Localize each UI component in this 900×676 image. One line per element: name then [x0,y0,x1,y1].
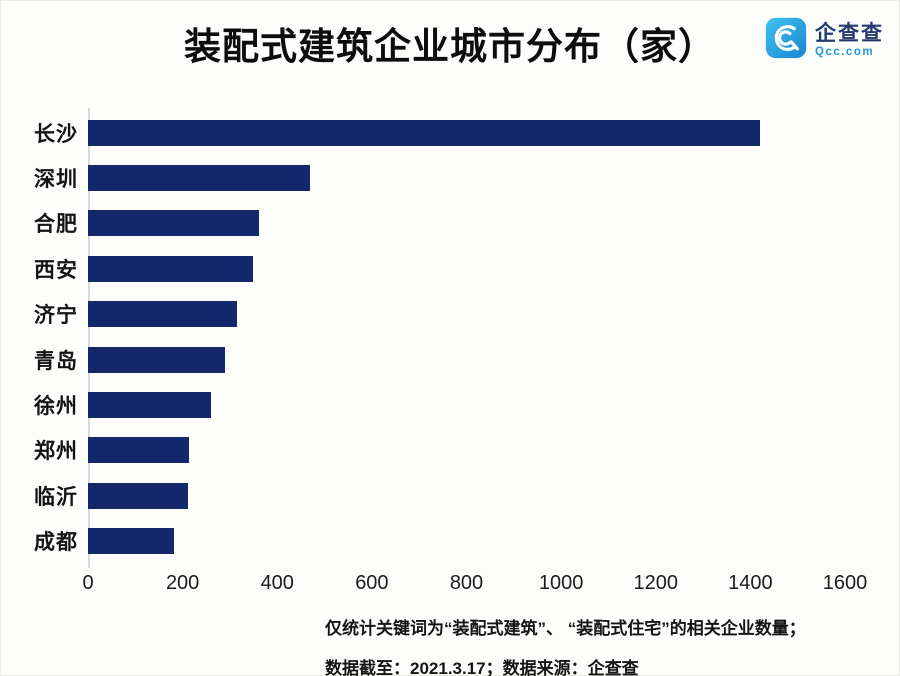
x-tick-label: 1400 [728,571,773,594]
bar [88,528,174,555]
x-tick-label: 600 [355,571,389,594]
bar-track [88,255,845,282]
x-tick-label: 1000 [538,571,584,594]
category-label: 郑州 [34,440,78,464]
bar [88,346,226,373]
bar [88,210,260,237]
bar-track [88,392,845,419]
bar-row: 成都 [0,519,900,564]
bar-row: 长沙 [0,110,900,155]
category-label: 合肥 [34,213,78,237]
category-label: 深圳 [34,168,78,192]
bar-track [88,301,845,328]
qcc-logo: 企查查 Qcc.com [765,17,884,64]
x-tick-label: 800 [449,571,484,594]
plot-area: 长沙深圳合肥西安济宁青岛徐州郑州临沂成都 [0,108,900,568]
footnote-line2: 数据截至：2021.3.17；数据来源：企查查 [325,658,639,676]
bar-track [88,482,845,509]
footnote-line1: 仅统计关键词为“装配式建筑”、 “装配式住宅”的相关企业数量； [325,618,806,638]
x-tick-label: 1600 [822,571,868,594]
category-label: 济宁 [34,304,78,328]
qcc-logo-icon [765,17,807,64]
category-label: 成都 [34,531,78,555]
qcc-logo-text: 企查查 Qcc.com [815,22,884,59]
category-label: 徐州 [34,395,78,419]
bar-row: 徐州 [0,382,900,427]
bar [88,482,188,509]
x-tick-label: 0 [82,571,94,594]
chart-header: 装配式建筑企业城市分布（家） [0,0,900,82]
bar [88,119,760,146]
logo-brand-name: 企查查 [815,22,884,46]
y-axis-line [88,108,90,568]
chart-title: 装配式建筑企业城市分布（家） [184,26,716,67]
bar-row: 合肥 [0,201,900,246]
x-tick-label: 400 [260,571,294,594]
x-tick-label: 200 [165,571,200,594]
bar-row: 深圳 [0,155,900,200]
bar [88,301,238,328]
footnote: 仅统计关键词为“装配式建筑”、 “装配式住宅”的相关企业数量； 数据截至：202… [325,614,900,676]
logo-domain: Qcc.com [815,46,875,59]
bar-row: 青岛 [0,337,900,382]
category-label: 临沂 [34,485,78,509]
bar-row: 郑州 [0,428,900,473]
bar-track [88,165,845,192]
x-tick-label: 1200 [633,571,679,594]
bar [88,437,189,464]
category-label: 长沙 [34,122,78,146]
x-axis: 0 200 400 600 800 1000 1200 1400 1600 [82,571,867,598]
bar [88,165,310,192]
category-label: 西安 [34,258,78,282]
category-label: 青岛 [34,349,78,373]
bar-row: 临沂 [0,473,900,518]
bar-row: 济宁 [0,292,900,337]
bar-rows: 长沙深圳合肥西安济宁青岛徐州郑州临沂成都 [0,110,900,564]
bar-track [88,437,845,464]
bar [88,392,212,419]
bar-chart: 长沙深圳合肥西安济宁青岛徐州郑州临沂成都 0 200 400 600 800 1000 12… [0,108,900,598]
bar-row: 西安 [0,246,900,291]
bar-track [88,528,845,555]
bar-track [88,119,845,146]
bar-track [88,210,845,237]
bar [88,255,253,282]
bar-track [88,346,845,373]
